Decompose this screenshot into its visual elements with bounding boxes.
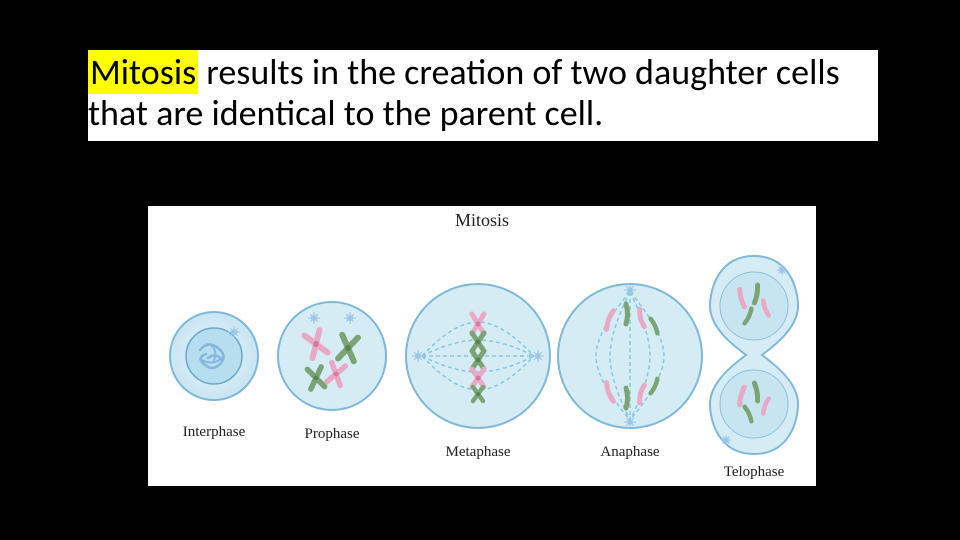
telophase-cell-icon [704, 250, 804, 460]
stage-label: Metaphase [446, 444, 511, 461]
highlighted-term: Mitosis [88, 50, 198, 94]
stage-label: Anaphase [600, 444, 659, 461]
stage-prophase: Prophase [276, 300, 388, 412]
mitosis-diagram: Mitosis Interphase [148, 206, 816, 486]
stage-metaphase: Metaphase [404, 282, 552, 430]
interphase-cell-icon [168, 310, 260, 402]
stage-telophase: Telophase [704, 250, 804, 460]
stage-interphase: Interphase [168, 310, 260, 402]
diagram-title: Mitosis [455, 210, 509, 231]
prophase-cell-icon [276, 300, 388, 412]
metaphase-cell-icon [404, 282, 552, 430]
heading-rest: results in the creation of two daughter … [88, 50, 840, 135]
stage-label: Interphase [183, 424, 245, 441]
stage-label: Prophase [305, 426, 360, 443]
stage-label: Telophase [724, 464, 785, 481]
slide: Mitosis results in the creation of two d… [0, 0, 960, 540]
stage-anaphase: Anaphase [556, 282, 704, 430]
slide-heading: Mitosis results in the creation of two d… [88, 50, 878, 141]
anaphase-cell-icon [556, 282, 704, 430]
